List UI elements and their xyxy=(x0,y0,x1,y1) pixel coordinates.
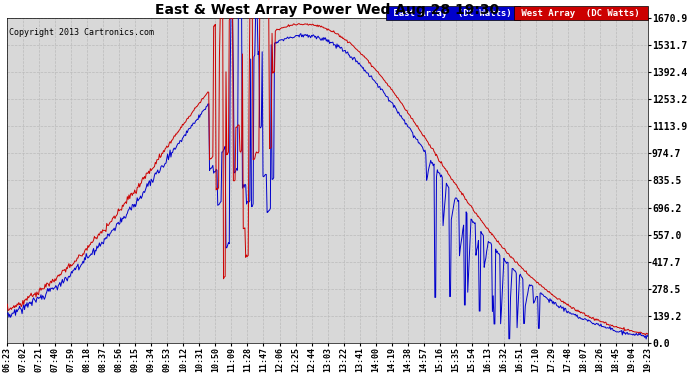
Text: East Array  (DC Watts): East Array (DC Watts) xyxy=(388,9,518,18)
Text: Copyright 2013 Cartronics.com: Copyright 2013 Cartronics.com xyxy=(8,28,154,37)
Title: East & West Array Power Wed Aug 28 19:30: East & West Array Power Wed Aug 28 19:30 xyxy=(155,3,500,17)
Text: West Array  (DC Watts): West Array (DC Watts) xyxy=(517,9,646,18)
